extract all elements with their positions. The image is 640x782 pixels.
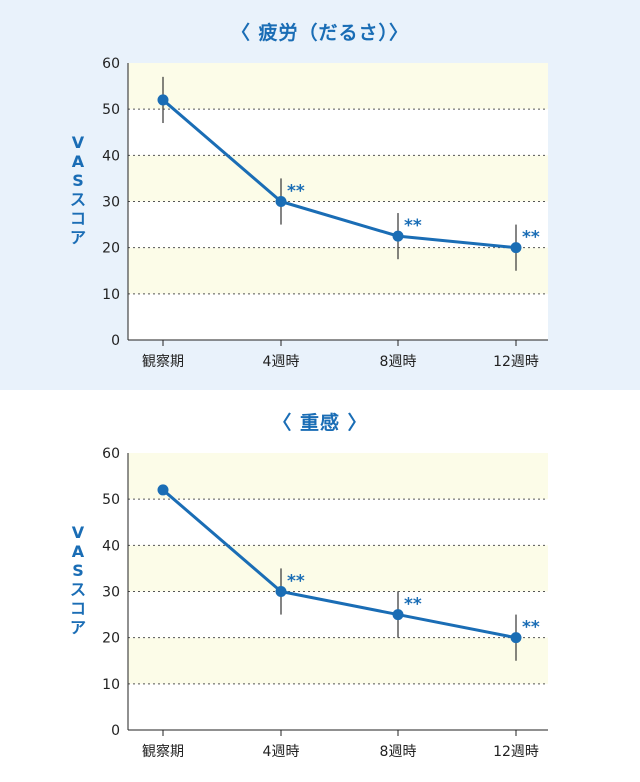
data-point (157, 94, 169, 106)
data-point (275, 586, 287, 597)
significance-label: ** (287, 572, 305, 592)
y-axis-label-char: S (72, 171, 84, 190)
significance-label: ** (522, 228, 540, 248)
x-tick-label: 観察期 (142, 743, 184, 760)
y-axis-label-char: コ (70, 209, 86, 228)
chart-title: 〈 重感 〉 (272, 412, 368, 434)
y-tick-label: 50 (102, 492, 120, 508)
y-axis-label-char: ス (70, 580, 86, 599)
y-axis-label-char: ア (70, 618, 86, 637)
x-tick-label: 12週時 (493, 354, 539, 370)
significance-label: ** (404, 216, 422, 236)
grid-band (128, 637, 548, 684)
y-tick-label: 50 (102, 102, 120, 118)
y-tick-label: 10 (102, 677, 120, 693)
y-tick-label: 0 (111, 723, 120, 739)
data-point (275, 196, 287, 207)
grid-band (128, 247, 548, 294)
significance-label: ** (287, 182, 305, 202)
x-tick-label: 4週時 (263, 744, 300, 760)
heaviness-chart-panel: 〈 重感 〉 0 10 20 30 40 50 60 観察期 4週時 8週時 12週時 V A S スコア *… (0, 390, 640, 782)
data-point (392, 230, 404, 242)
y-tick-label: 20 (102, 241, 120, 257)
grid-band (128, 545, 548, 592)
y-tick-label: 60 (102, 56, 120, 72)
y-axis-label-char: ア (70, 228, 86, 247)
x-tick-label: 4週時 (263, 354, 300, 370)
y-tick-label: 30 (102, 195, 120, 211)
data-point (510, 242, 522, 254)
y-axis-label-char: S (72, 561, 84, 580)
grid-band (128, 155, 548, 202)
fatigue-chart-panel: 〈 疲労（だるさ）〉 0 10 20 30 40 50 60 観察期 4週時 8週時 12週時 V A S… (0, 0, 640, 390)
x-tick-label: 8週時 (380, 354, 417, 370)
grid-band (128, 63, 548, 110)
significance-label: ** (404, 595, 422, 615)
y-tick-label: 10 (102, 287, 120, 303)
y-tick-label: 20 (102, 631, 120, 647)
y-axis-label-char: A (72, 152, 85, 171)
grid-band (128, 453, 548, 500)
y-axis-label-char: A (72, 542, 85, 561)
y-tick-label: 0 (111, 333, 120, 349)
significance-label: ** (522, 618, 540, 638)
y-axis-label-char: V (72, 133, 85, 152)
y-tick-label: 40 (102, 538, 120, 554)
y-axis-label-char: ス (70, 190, 86, 209)
y-tick-label: 30 (102, 585, 120, 601)
x-tick-label: 観察期 (142, 353, 184, 370)
y-tick-label: 40 (102, 148, 120, 164)
series-line (162, 98, 517, 250)
series-line (162, 488, 517, 640)
data-point (157, 484, 169, 496)
x-tick-label: 12週時 (493, 744, 539, 760)
chart-title: 〈 疲労（だるさ）〉 (230, 22, 410, 44)
data-point (510, 632, 522, 644)
x-tick-label: 8週時 (380, 744, 417, 760)
data-point (392, 609, 404, 621)
y-axis-label-char: V (72, 523, 85, 542)
y-tick-label: 60 (102, 446, 120, 462)
y-axis-label-char: コ (70, 599, 86, 618)
